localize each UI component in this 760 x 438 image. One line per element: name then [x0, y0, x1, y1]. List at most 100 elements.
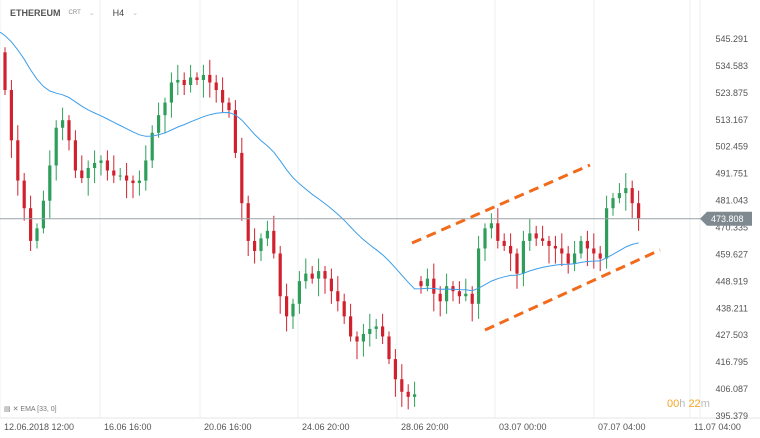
- candle-body: [67, 120, 71, 141]
- chart-header: ETHEREUM CRT ⌄ H4 ⌄: [10, 8, 138, 18]
- y-tick-label: 491.751: [715, 169, 748, 179]
- candle-body: [515, 253, 519, 274]
- candle-body: [387, 336, 391, 360]
- candle-body: [54, 127, 58, 166]
- candle-body: [61, 120, 65, 128]
- candle-body: [157, 115, 161, 133]
- candle-body: [566, 253, 570, 264]
- candle-body: [131, 180, 135, 184]
- candle-body: [221, 90, 225, 103]
- candle-body: [489, 223, 493, 229]
- indicator-params: [33, 0]: [37, 406, 57, 413]
- candle-body: [201, 74, 205, 80]
- indicator-name: EMA: [20, 406, 36, 413]
- candle-body: [464, 293, 468, 297]
- candle-body: [509, 245, 513, 254]
- candle-body: [393, 359, 397, 380]
- x-tick-label: 03.07 00:00: [499, 422, 547, 432]
- candle-body: [592, 248, 596, 254]
- candle-body: [297, 281, 301, 304]
- candle-body: [617, 193, 621, 199]
- timer-minutes: 22: [688, 398, 701, 410]
- candle-body: [41, 200, 45, 229]
- close-icon[interactable]: ✕: [12, 406, 19, 413]
- timer-hours: 00: [667, 398, 680, 410]
- candle-body: [253, 240, 257, 251]
- candle-body: [93, 162, 97, 168]
- candle-body: [29, 208, 33, 241]
- candle-body: [528, 233, 532, 241]
- candle-body: [144, 160, 148, 181]
- candle-body: [355, 336, 359, 342]
- candle-body: [553, 245, 557, 249]
- candle-body: [16, 140, 20, 181]
- candle-body: [291, 303, 295, 317]
- y-tick-label: 513.167: [715, 115, 748, 125]
- candle-body: [73, 140, 77, 171]
- candle-body: [208, 74, 212, 83]
- y-tick-label: 438.211: [716, 303, 748, 313]
- candle-body: [246, 203, 250, 241]
- candle-body: [419, 281, 423, 287]
- candle-body: [265, 230, 269, 239]
- candle-body: [195, 77, 199, 80]
- candle-body: [451, 286, 455, 292]
- candle-body: [637, 203, 641, 219]
- current-price-tag: [700, 211, 752, 226]
- candle-body: [381, 326, 385, 337]
- candle-body: [9, 90, 13, 141]
- x-tick-label: 07.07 04:00: [598, 422, 646, 432]
- candle-body: [413, 394, 417, 397]
- y-tick-label: 534.583: [715, 61, 748, 71]
- candle-body: [86, 167, 90, 179]
- channel-upper-line: [411, 163, 591, 245]
- candle-body: [457, 291, 461, 297]
- y-tick-label: 427.503: [715, 330, 748, 340]
- timer-m-unit: m: [700, 398, 710, 410]
- chevron-down-icon[interactable]: ⌄: [132, 10, 139, 17]
- candle-body: [534, 233, 538, 239]
- candle-body: [438, 293, 442, 302]
- y-tick-label: 406.087: [715, 384, 748, 394]
- candle-body: [214, 82, 218, 91]
- candle-timer: 00h 22m: [667, 398, 710, 410]
- candle-body: [48, 165, 52, 201]
- candle-body: [406, 391, 410, 397]
- candle-body: [22, 180, 26, 209]
- candle-body: [99, 160, 103, 163]
- candle-body: [470, 293, 474, 304]
- y-tick-label: 545.291: [715, 34, 748, 44]
- x-tick-label: 20.06 16:00: [204, 422, 252, 432]
- channel-lower-line: [484, 248, 661, 332]
- candle-body: [304, 273, 308, 282]
- symbol-name[interactable]: ETHEREUM: [10, 8, 61, 18]
- candle-body: [579, 240, 583, 254]
- candle-body: [361, 333, 365, 342]
- candle-body: [573, 253, 577, 264]
- candle-body: [349, 316, 353, 337]
- candle-body: [163, 102, 167, 116]
- y-tick-label: 395.379: [715, 411, 748, 421]
- candle-body: [336, 291, 340, 302]
- settings-icon[interactable]: ▤: [4, 406, 11, 413]
- chevron-down-icon[interactable]: ⌄: [88, 10, 95, 17]
- candle-body: [368, 328, 372, 334]
- candle-body: [272, 230, 276, 254]
- candle-body: [233, 110, 237, 153]
- candle-body: [3, 52, 7, 91]
- y-tick-label: 448.919: [715, 276, 748, 286]
- timeframe-select[interactable]: H4: [112, 8, 125, 18]
- candle-body: [118, 175, 122, 177]
- candle-body: [400, 379, 404, 392]
- candle-body: [605, 208, 609, 259]
- candle-body: [105, 160, 109, 171]
- candle-body: [541, 238, 545, 241]
- candle-body: [624, 188, 628, 194]
- x-tick-label: 24.06 20:00: [302, 422, 350, 432]
- y-tick-label: 523.875: [715, 88, 748, 98]
- candle-body: [425, 278, 429, 287]
- candle-body: [169, 82, 173, 103]
- x-tick-label: 11.07 04:00: [694, 422, 741, 432]
